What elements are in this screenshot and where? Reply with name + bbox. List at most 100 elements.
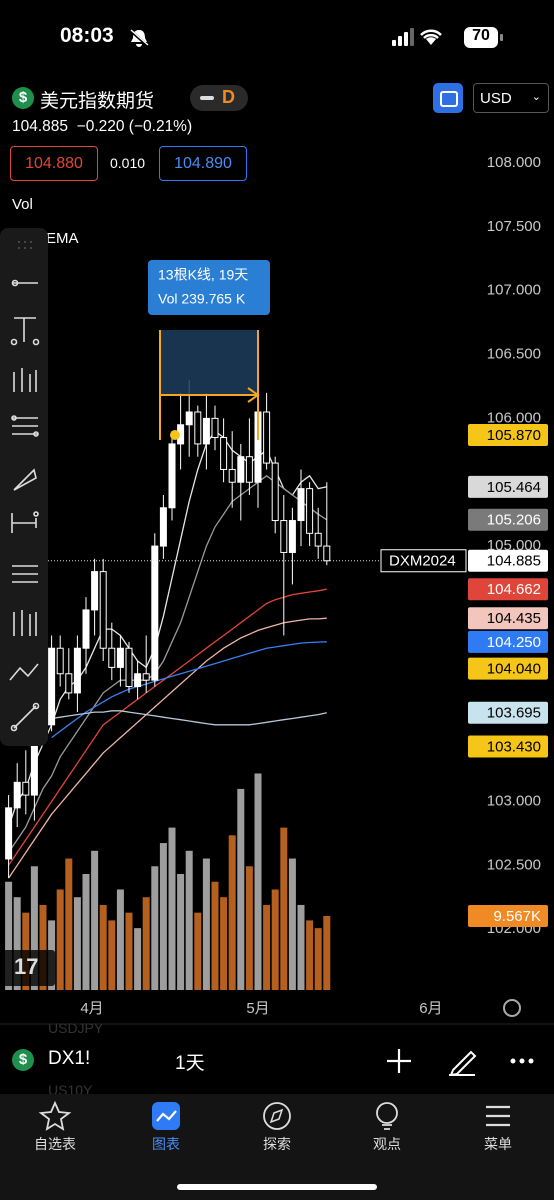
- candle-body: [159, 507, 167, 547]
- volume-bar: [288, 858, 296, 990]
- volume-bar: [91, 850, 99, 990]
- moving-average: [51, 710, 327, 726]
- price-tag-label: 104.250: [487, 634, 541, 651]
- price-tag-label: 105.464: [487, 479, 541, 496]
- logo-mark: 17: [14, 954, 38, 979]
- x-tick-label: 4月: [80, 1000, 103, 1017]
- symbol-name[interactable]: 美元指数期货: [40, 91, 155, 112]
- volume-bar: [125, 912, 133, 990]
- measure-range: [160, 330, 258, 395]
- candle-body: [22, 781, 30, 796]
- tool-ray[interactable]: [10, 317, 40, 346]
- tool-pitchfork[interactable]: [13, 610, 37, 636]
- volume-bar: [99, 904, 107, 990]
- symbol-icon: $: [12, 87, 34, 109]
- settings-icon[interactable]: [503, 999, 521, 1017]
- candle-body: [168, 443, 176, 509]
- tool-measure[interactable]: [11, 511, 39, 533]
- tab[interactable]: 观点: [373, 1136, 401, 1152]
- candle-body: [306, 488, 314, 534]
- tool-trend[interactable]: [9, 663, 39, 681]
- battery-level: 70: [472, 27, 490, 44]
- candle-body: [134, 673, 142, 688]
- candle-body: [73, 647, 81, 694]
- volume-tag: [468, 905, 548, 928]
- measure-arrowhead: [247, 387, 260, 403]
- candle-body: [13, 781, 21, 809]
- volume-bar: [73, 897, 81, 990]
- tab[interactable]: 菜单: [484, 1136, 512, 1152]
- price-change: −0.220 (−0.21%): [76, 118, 193, 135]
- tool-fib[interactable]: [11, 415, 39, 437]
- price-tag-label: 103.430: [487, 739, 541, 756]
- candle-body: [142, 673, 150, 681]
- candle-body: [245, 456, 253, 483]
- quote-line: 104.885 −0.220 (−0.21%): [12, 118, 192, 136]
- candle-body: [108, 647, 116, 668]
- session-pill[interactable]: D: [190, 85, 248, 111]
- symbol-icon: $: [12, 1049, 34, 1071]
- price-tag: [468, 549, 548, 572]
- y-tick-label: 106.500: [487, 346, 541, 363]
- volume-bar: [13, 897, 21, 990]
- volume-bar: [116, 889, 124, 990]
- volume-bar: [168, 827, 176, 990]
- tab[interactable]: 探索: [263, 1136, 291, 1152]
- tab[interactable]: 自选表: [34, 1136, 76, 1152]
- volume-bar: [134, 928, 142, 990]
- candle-body: [65, 673, 73, 694]
- candle-body: [116, 647, 124, 668]
- volume-bar: [280, 827, 288, 990]
- price-tag: [468, 508, 548, 531]
- volume-bar: [5, 881, 13, 990]
- currency-select[interactable]: USD ⌄: [473, 83, 549, 113]
- volume-bar: [245, 866, 253, 990]
- bid-button[interactable]: 104.880: [10, 146, 98, 181]
- candle-body: [202, 417, 210, 445]
- ticker-interval[interactable]: 1天: [175, 1053, 205, 1074]
- price-tag: [468, 607, 548, 630]
- x-tick-label: 5月: [246, 1000, 269, 1017]
- volume-bar: [151, 866, 159, 990]
- moving-average: [8, 617, 327, 879]
- currency: USD: [480, 90, 512, 107]
- candle-body: [288, 520, 296, 553]
- tool-brush[interactable]: [13, 468, 37, 491]
- volume-bar: [211, 881, 219, 990]
- add-button[interactable]: [387, 1049, 411, 1073]
- candle-body: [263, 411, 271, 464]
- price-tag-label: 104.885: [487, 553, 541, 570]
- ticker-symbol[interactable]: DX1!: [48, 1048, 91, 1069]
- candle-body: [48, 647, 56, 726]
- price-tag-label: 104.662: [487, 581, 541, 598]
- price-tag-label: 104.435: [487, 610, 541, 627]
- volume-bar: [228, 835, 236, 990]
- moving-average: [8, 474, 328, 853]
- ticker-actions: [387, 1049, 534, 1076]
- price-tag: [468, 701, 548, 724]
- volume-bar: [142, 897, 150, 990]
- candle-body: [82, 609, 90, 649]
- candle-body: [228, 468, 236, 483]
- price-tag: [468, 657, 548, 680]
- tool-channel[interactable]: [12, 565, 38, 583]
- candle-body: [271, 462, 279, 522]
- candle-body: [56, 647, 64, 675]
- tool-line[interactable]: [11, 279, 38, 287]
- tool-segment[interactable]: [10, 702, 40, 732]
- candle-body: [194, 411, 202, 445]
- tab[interactable]: 图表: [152, 1136, 180, 1152]
- price-tag: [468, 475, 548, 498]
- y-tick-label: 102.500: [487, 856, 541, 873]
- candle-body: [323, 545, 331, 562]
- layout-button[interactable]: [433, 83, 463, 113]
- tab-icons: [38, 1100, 510, 1131]
- faded-symbol: USDJPY: [48, 1020, 104, 1036]
- draw-button[interactable]: [449, 1050, 477, 1076]
- volume-bar: [202, 858, 210, 990]
- indicator-label: Vol: [12, 196, 33, 213]
- more-button[interactable]: [510, 1058, 534, 1064]
- last-price: 104.885: [12, 118, 69, 135]
- tool-candles[interactable]: [13, 368, 37, 392]
- ask-button[interactable]: 104.890: [159, 146, 247, 181]
